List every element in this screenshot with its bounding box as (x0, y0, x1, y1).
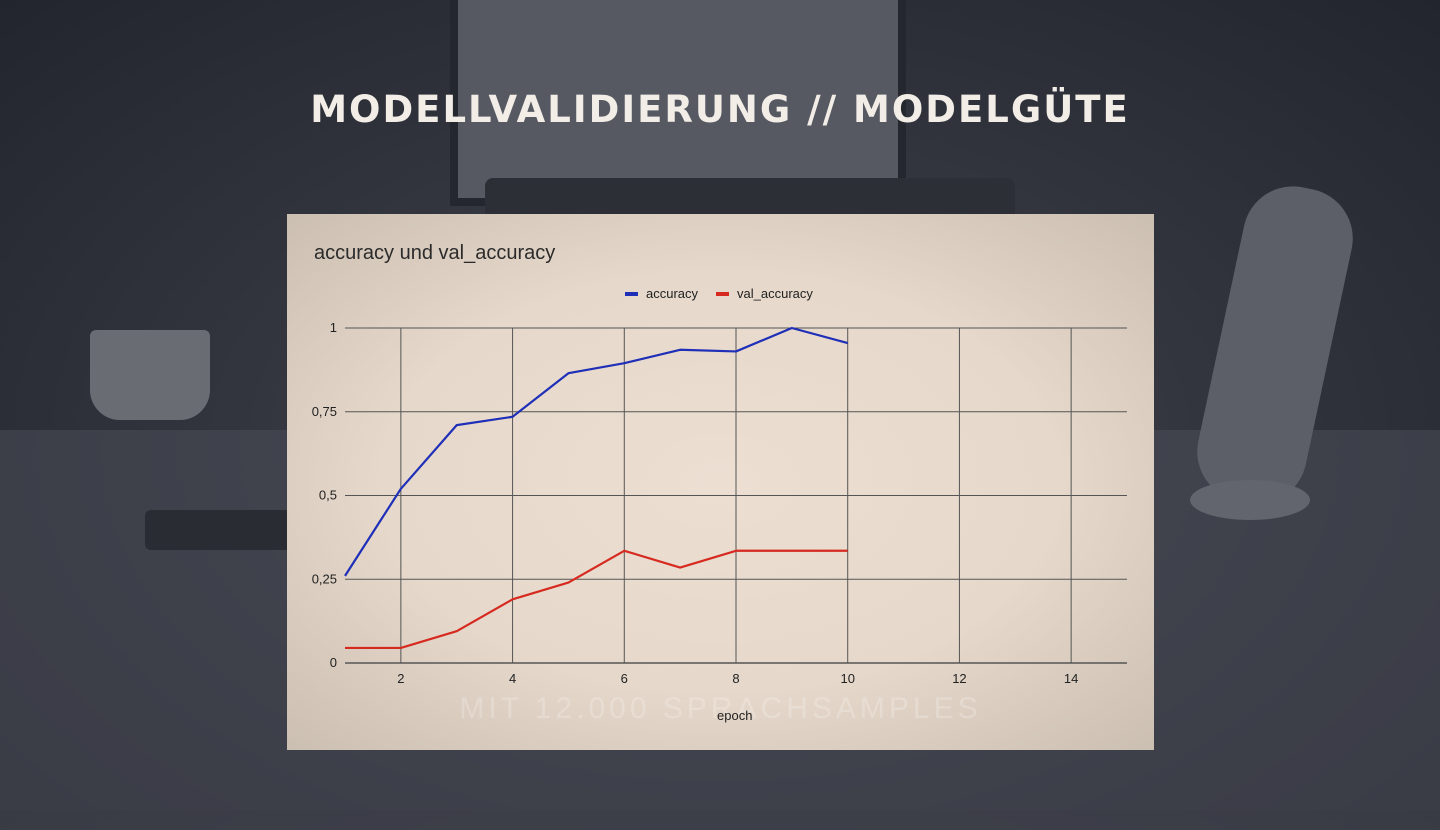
x-tick-label: 6 (621, 671, 628, 686)
chart-card: MIT 12.000 SPRACHSAMPLES 0 0,25 0,5 0,75 1 2 4… (287, 214, 1154, 750)
y-tick-label: 0,75 (312, 404, 337, 419)
legend-label-accuracy: accuracy (646, 286, 699, 301)
x-tick-label: 8 (732, 671, 739, 686)
background-speaker-base (1190, 480, 1310, 520)
series-line-accuracy (344, 326, 849, 577)
background-monitor (450, 0, 906, 206)
legend-item-accuracy: accuracy (625, 286, 698, 301)
x-axis-label: epoch (717, 708, 753, 723)
x-tick-label: 14 (1064, 671, 1078, 686)
x-tick-label: 12 (952, 671, 966, 686)
y-tick-label: 0,5 (319, 488, 337, 503)
chart-title: accuracy und val_accuracy (314, 242, 556, 264)
chart-legend: accuracy val_accuracy (625, 286, 813, 301)
x-tick-label: 4 (509, 671, 516, 686)
legend-swatch-accuracy (625, 291, 638, 296)
background-phone (145, 510, 295, 550)
background-cup (90, 330, 210, 420)
legend-label-val-accuracy: val_accuracy (737, 286, 813, 301)
legend-item-val-accuracy: val_accuracy (716, 286, 813, 301)
slide-title: MODELLVALIDIERUNG // MODELGÜTE (310, 88, 1130, 131)
watermark-text: MIT 12.000 SPRACHSAMPLES (459, 692, 982, 725)
y-tick-label: 1 (330, 320, 337, 335)
y-tick-label: 0,25 (312, 571, 337, 586)
background-laptop (485, 178, 1015, 218)
y-tick-label: 0 (330, 655, 337, 670)
legend-swatch-val-accuracy (716, 291, 730, 296)
series-line-val-accuracy (345, 549, 848, 650)
x-tick-label: 10 (840, 671, 854, 686)
x-tick-label: 2 (397, 671, 404, 686)
